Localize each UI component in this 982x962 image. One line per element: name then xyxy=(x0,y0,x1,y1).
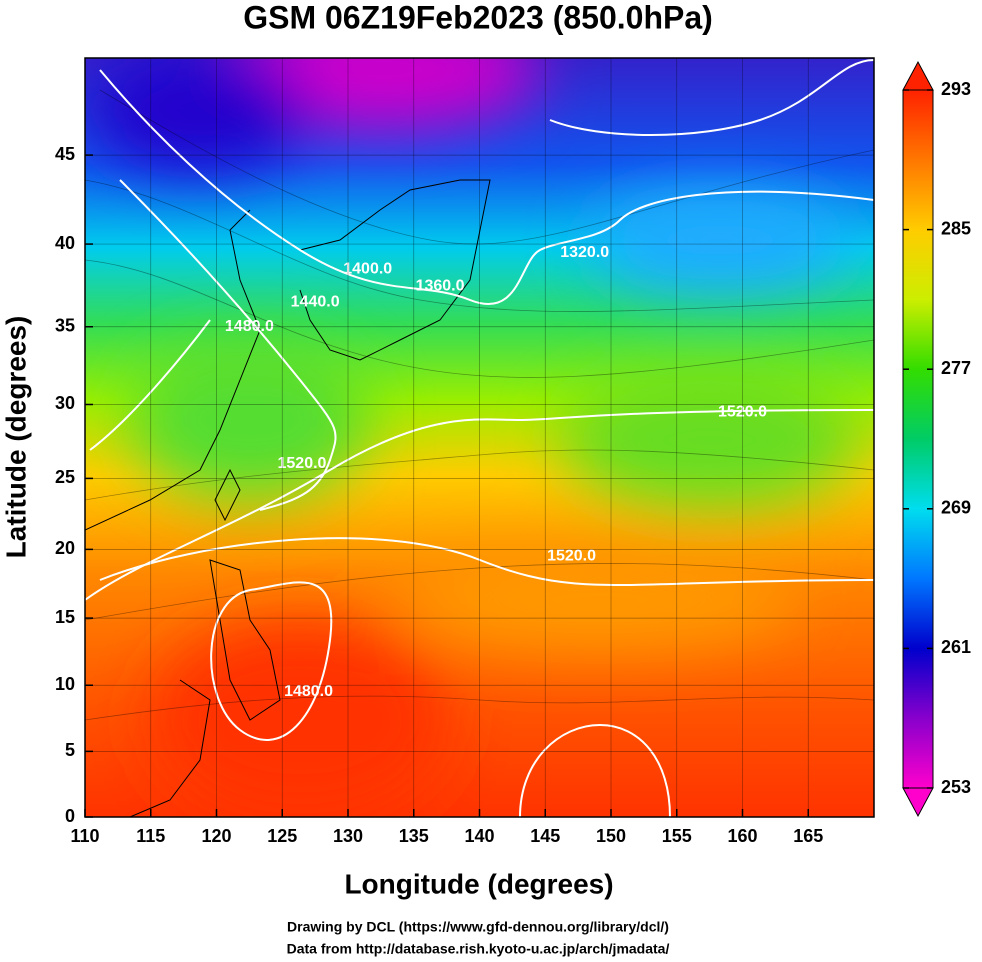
contour-label: 1320.0 xyxy=(560,244,609,261)
colorbar-tick-label: 277 xyxy=(941,358,971,378)
y-tick-label: 15 xyxy=(55,607,75,627)
contour-label: 1440.0 xyxy=(291,294,340,311)
y-tick-label: 0 xyxy=(65,806,75,826)
x-tick-label: 150 xyxy=(596,826,626,846)
colorbar-tick-label: 269 xyxy=(941,498,971,518)
x-tick-label: 110 xyxy=(70,826,99,846)
contours xyxy=(85,59,874,817)
contour-label: 1520.0 xyxy=(278,455,327,472)
contour-label: 1360.0 xyxy=(416,277,465,294)
x-tick-label: 135 xyxy=(399,826,429,846)
contour-label: 1480.0 xyxy=(225,318,274,335)
coastline xyxy=(85,179,491,817)
y-tick-label: 45 xyxy=(55,144,75,164)
y-axis-label: Latitude (degrees) xyxy=(0,316,31,559)
y-tick-label: 35 xyxy=(55,315,75,335)
y-tick-label: 40 xyxy=(55,233,75,253)
x-tick-label: 155 xyxy=(662,826,692,846)
colorbar-tick-label: 261 xyxy=(941,637,971,657)
x-tick-label: 165 xyxy=(793,826,823,846)
x-tick-label: 160 xyxy=(727,826,757,846)
y-tick-label: 5 xyxy=(65,740,75,760)
contour-label: 1480.0 xyxy=(284,683,333,700)
y-tick-label: 10 xyxy=(55,674,75,694)
chart-title: GSM 06Z19Feb2023 (850.0hPa) xyxy=(243,0,713,35)
x-tick-label: 115 xyxy=(136,826,165,846)
y-tick-label: 25 xyxy=(55,467,75,487)
colorbar-tick-label: 253 xyxy=(941,777,971,797)
credit-line: Data from http://database.rish.kyoto-u.a… xyxy=(287,941,670,957)
colorbar-extend-low xyxy=(902,787,934,818)
contour-label: 1520.0 xyxy=(718,403,767,420)
x-tick-label: 120 xyxy=(201,826,231,846)
y-tick-label: 20 xyxy=(55,538,75,558)
colorbar: 253 261 269 277 285 293 xyxy=(902,60,971,818)
credit-line: Drawing by DCL (https://www.gfd-dennou.o… xyxy=(287,919,669,935)
colorbar-scale xyxy=(902,89,934,789)
x-tick-label: 130 xyxy=(333,826,363,846)
colorbar-tick-label: 293 xyxy=(941,79,971,99)
x-tick-label: 145 xyxy=(530,826,560,846)
x-tick-label: 125 xyxy=(267,826,297,846)
y-tick-label: 30 xyxy=(55,393,75,413)
x-tick-label: 140 xyxy=(464,826,494,846)
colorbar-tick-label: 285 xyxy=(941,218,971,238)
contour-label: 1520.0 xyxy=(547,548,596,565)
x-axis-label: Longitude (degrees) xyxy=(344,868,613,899)
colorbar-extend-high xyxy=(902,60,934,91)
contour-label: 1400.0 xyxy=(343,261,392,278)
